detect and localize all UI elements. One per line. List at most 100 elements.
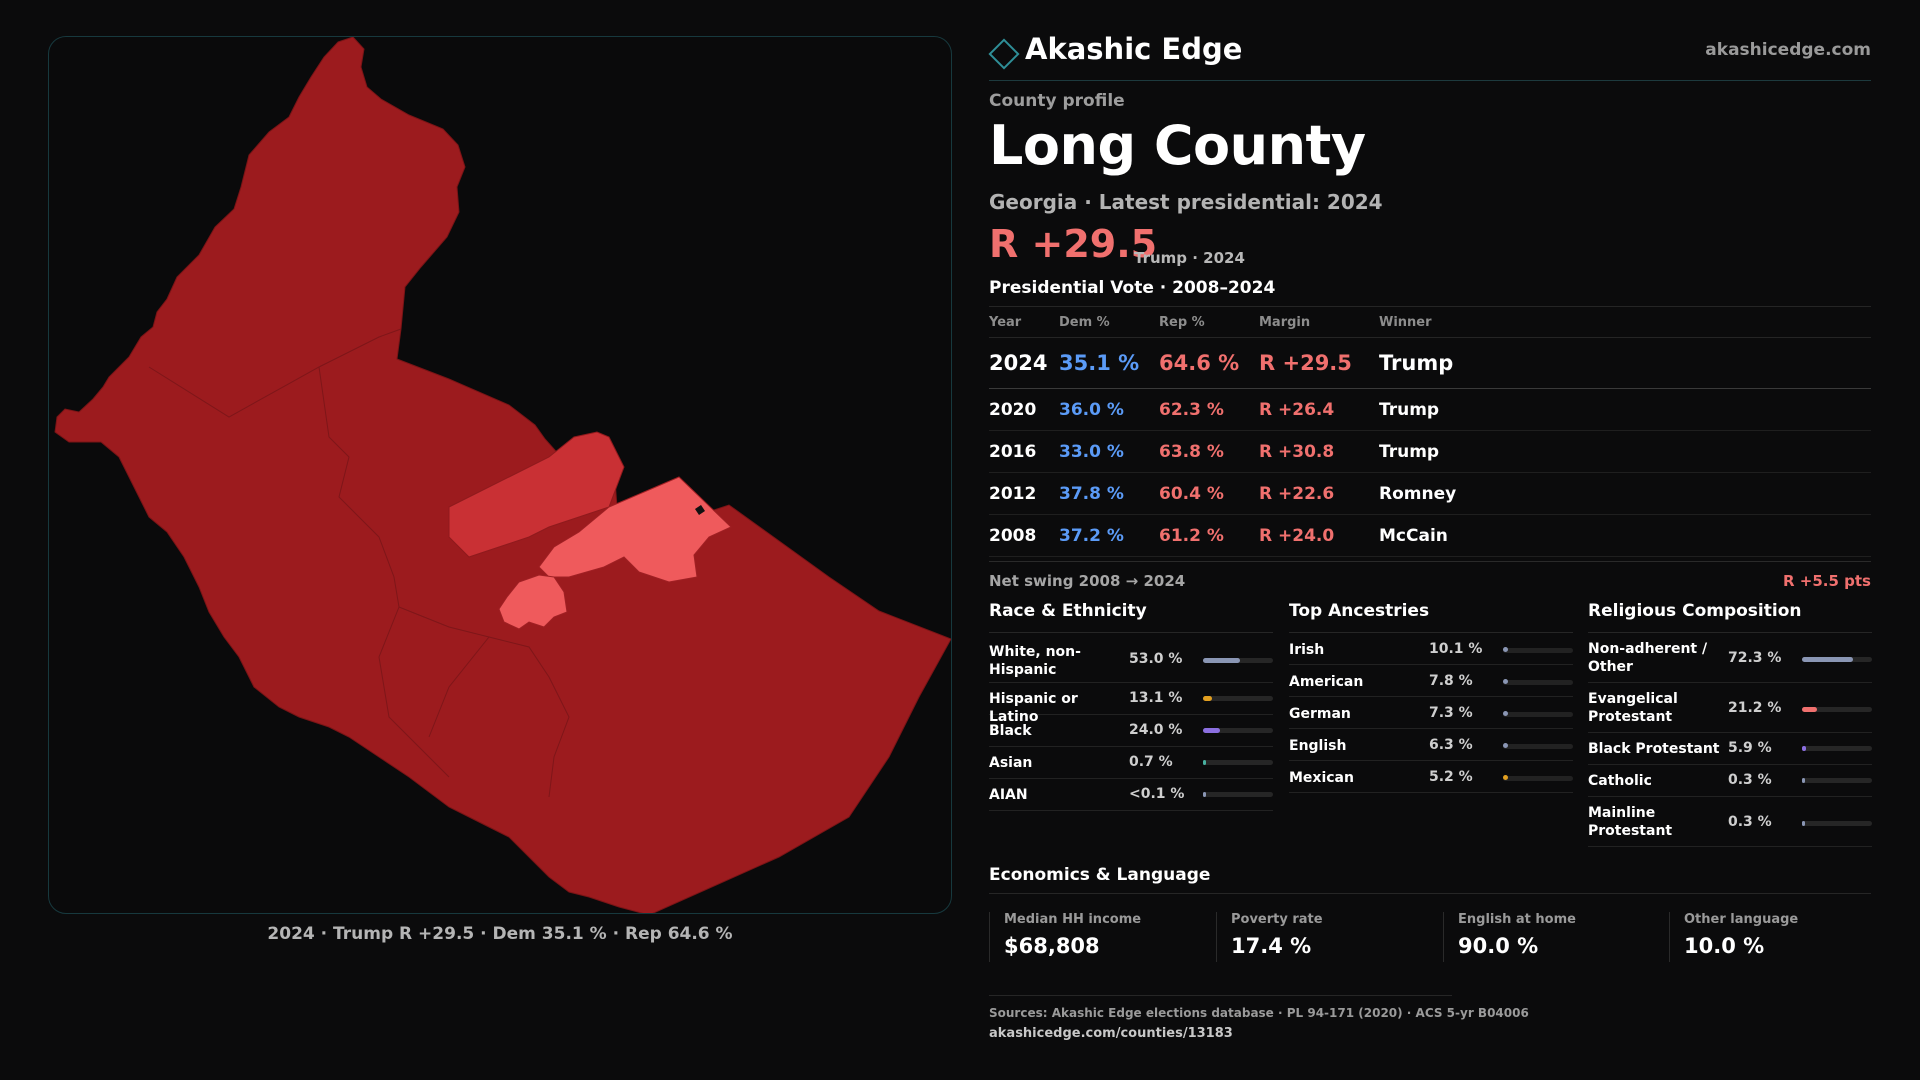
map-region-light-east[interactable]: [538, 476, 732, 583]
religion-label: Black Protestant: [1588, 741, 1720, 757]
header-margin: Margin: [1259, 306, 1379, 338]
religion-bar-fill: [1802, 657, 1853, 662]
religion-value: 72.3 %: [1728, 650, 1782, 666]
cell-dem: 33.0 %: [1059, 430, 1159, 473]
race-bar: [1203, 792, 1273, 797]
religion-value: 0.3 %: [1728, 772, 1772, 788]
religion-bar-fill: [1802, 778, 1805, 783]
religion-bar-fill: [1802, 707, 1817, 712]
map-small-marker: [695, 505, 705, 515]
list-item: Mainline Protestant 0.3 %: [1588, 797, 1872, 847]
county-map-svg[interactable]: [49, 37, 952, 914]
ancestry-dot: [1503, 743, 1508, 748]
county-map[interactable]: [48, 36, 952, 914]
ancestry-value: 6.3 %: [1429, 737, 1473, 753]
race-ethnicity-section: Race & Ethnicity White, non-Hispanic 53.…: [989, 600, 1273, 811]
profile-subtitle: Georgia · Latest presidential: 2024: [989, 190, 1383, 214]
map-caption: 2024 · Trump R +29.5 · Dem 35.1 % · Rep …: [267, 924, 733, 944]
list-item: Irish 10.1 %: [1289, 633, 1573, 665]
list-item: Non-adherent / Other 72.3 %: [1588, 633, 1872, 683]
cell-year: 2012: [989, 472, 1059, 515]
list-item: American 7.8 %: [1289, 665, 1573, 697]
net-swing-value: R +5.5 pts: [1783, 572, 1871, 590]
list-item: Catholic 0.3 %: [1588, 765, 1872, 797]
table-row[interactable]: 2008 37.2 % 61.2 % R +24.0 McCain: [989, 514, 1871, 557]
economics-divider: [989, 893, 1871, 894]
presidential-vote-table: Year Dem % Rep % Margin Winner 2024 35.1…: [989, 306, 1871, 557]
table-row[interactable]: 2016 33.0 % 63.8 % R +30.8 Trump: [989, 430, 1871, 473]
ancestries-section: Top Ancestries Irish 10.1 % American 7.8…: [1289, 600, 1573, 793]
race-value: <0.1 %: [1129, 786, 1185, 802]
cell-dem: 37.8 %: [1059, 472, 1159, 515]
header-dem: Dem %: [1059, 306, 1159, 338]
race-label: AIAN: [989, 787, 1028, 803]
religion-section-title: Religious Composition: [1588, 600, 1872, 633]
econ-label: Other language: [1684, 912, 1799, 927]
source-url-link[interactable]: akashicedge.com/counties/13183: [989, 1026, 1233, 1041]
map-precinct-lines: [148, 328, 570, 798]
map-region-main[interactable]: [54, 37, 951, 914]
econ-label: Poverty rate: [1231, 912, 1323, 927]
table-row[interactable]: 2024 35.1 % 64.6 % R +29.5 Trump: [989, 337, 1871, 389]
religion-label: Catholic: [1588, 773, 1652, 789]
econ-label: Median HH income: [1004, 912, 1142, 927]
table-row[interactable]: 2020 36.0 % 62.3 % R +26.4 Trump: [989, 388, 1871, 431]
list-item: Hispanic or Latino 13.1 %: [989, 683, 1273, 725]
religion-section: Religious Composition Non-adherent / Oth…: [1588, 600, 1872, 847]
race-label: Hispanic or Latino: [989, 691, 1078, 725]
religion-bar: [1802, 707, 1872, 712]
sources-text: Sources: Akashic Edge elections database…: [989, 1006, 1529, 1020]
ancestry-bar: [1503, 711, 1573, 717]
race-label: Black: [989, 723, 1032, 739]
ancestry-bar: [1503, 679, 1573, 685]
religion-bar: [1802, 821, 1872, 826]
ancestry-dot: [1503, 679, 1508, 684]
sources-divider: [989, 995, 1452, 996]
econ-label: English at home: [1458, 912, 1576, 927]
econ-value: 10.0 %: [1684, 934, 1765, 958]
list-item: White, non-Hispanic 53.0 %: [989, 633, 1273, 683]
brand-site-link[interactable]: akashicedge.com: [1705, 40, 1871, 60]
cell-winner: Trump: [1379, 388, 1871, 431]
header-winner: Winner: [1379, 306, 1871, 338]
econ-other-language: Other language 10.0 %: [1669, 912, 1873, 962]
race-value: 0.7 %: [1129, 754, 1173, 770]
ancestry-dot: [1503, 775, 1508, 780]
header-rep: Rep %: [1159, 306, 1259, 338]
cell-rep: 61.2 %: [1159, 514, 1259, 557]
brand-name[interactable]: Akashic Edge: [1025, 32, 1243, 66]
list-item: Asian 0.7 %: [989, 747, 1273, 779]
list-item: Black Protestant 5.9 %: [1588, 733, 1872, 765]
ancestry-label: English: [1289, 738, 1347, 754]
ancestry-dot: [1503, 647, 1508, 652]
cell-year: 2020: [989, 388, 1059, 431]
cell-year: 2016: [989, 430, 1059, 473]
race-label: White, non-Hispanic: [989, 644, 1081, 678]
cell-winner: Romney: [1379, 472, 1871, 515]
vote-table-title: Presidential Vote · 2008–2024: [989, 278, 1276, 298]
religion-value: 21.2 %: [1728, 700, 1782, 716]
cell-winner: McCain: [1379, 514, 1871, 557]
cell-margin: R +24.0: [1259, 514, 1379, 557]
map-region-light-town[interactable]: [498, 574, 568, 630]
table-row[interactable]: 2012 37.8 % 60.4 % R +22.6 Romney: [989, 472, 1871, 515]
cell-dem: 35.1 %: [1059, 337, 1159, 389]
race-bar: [1203, 658, 1273, 663]
cell-margin: R +30.8: [1259, 430, 1379, 473]
ancestry-bar: [1503, 743, 1573, 749]
cell-dem: 36.0 %: [1059, 388, 1159, 431]
economics-title: Economics & Language: [989, 865, 1211, 885]
list-item: AIAN <0.1 %: [989, 779, 1273, 811]
profile-kicker: County profile: [989, 91, 1125, 111]
cell-rep: 60.4 %: [1159, 472, 1259, 515]
ancestry-value: 5.2 %: [1429, 769, 1473, 785]
cell-rep: 63.8 %: [1159, 430, 1259, 473]
religion-label: Mainline Protestant: [1588, 805, 1673, 839]
race-bar-fill: [1203, 696, 1212, 701]
cell-winner: Trump: [1379, 337, 1871, 389]
race-value: 53.0 %: [1129, 651, 1183, 667]
header-year: Year: [989, 306, 1059, 338]
ancestry-value: 7.3 %: [1429, 705, 1473, 721]
ancestry-label: German: [1289, 706, 1351, 722]
religion-bar: [1802, 778, 1872, 783]
